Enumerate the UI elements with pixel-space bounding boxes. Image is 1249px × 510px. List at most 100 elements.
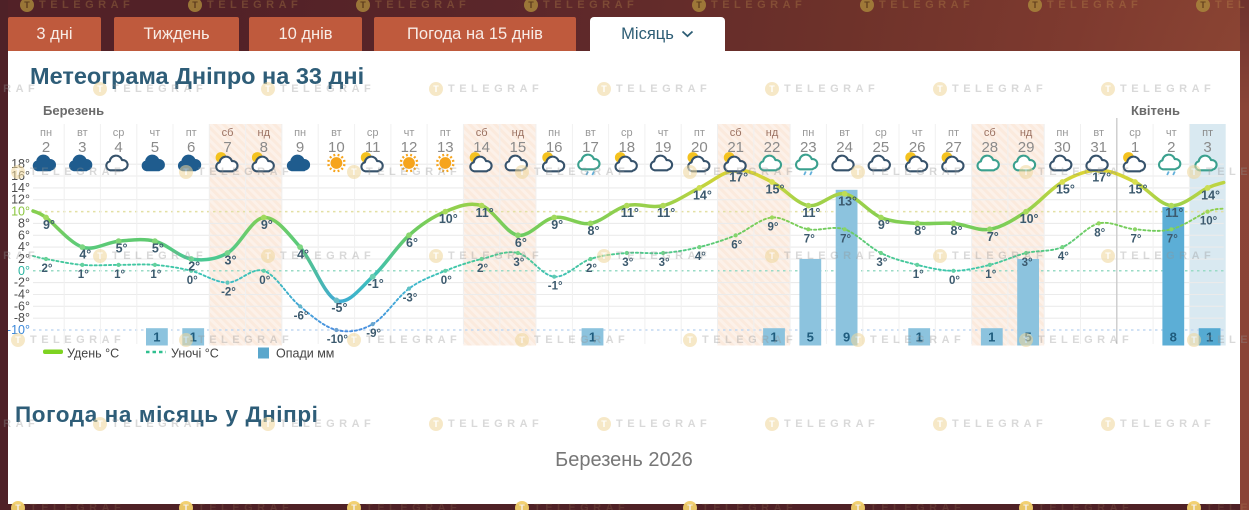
svg-text:28: 28 [981,139,998,156]
svg-text:27: 27 [945,139,962,156]
svg-text:3°: 3° [1022,257,1033,269]
svg-text:7°: 7° [804,233,815,245]
svg-text:пт: пт [948,127,959,139]
svg-text:23: 23 [800,139,817,156]
svg-text:-10°: -10° [8,323,30,337]
svg-text:9°: 9° [878,218,890,232]
svg-text:-1°: -1° [548,281,563,293]
svg-text:ср: ср [367,127,379,139]
svg-text:чт: чт [912,127,923,139]
svg-text:-9°: -9° [366,328,381,340]
svg-text:чт: чт [658,127,669,139]
svg-text:5: 5 [807,330,814,345]
svg-text:15°: 15° [1056,183,1075,197]
svg-text:9°: 9° [768,222,779,234]
svg-text:пт: пт [186,127,197,139]
svg-text:7°: 7° [1131,233,1142,245]
svg-text:3: 3 [78,139,86,156]
svg-text:29: 29 [1018,139,1035,156]
svg-text:21: 21 [727,139,744,156]
svg-text:2: 2 [1167,139,1175,156]
svg-text:11°: 11° [621,206,639,220]
svg-text:11°: 11° [1165,206,1183,220]
svg-text:-8°: -8° [14,311,30,325]
svg-text:1: 1 [988,330,995,345]
svg-text:2°: 2° [42,263,53,275]
svg-text:12°: 12° [11,193,30,207]
svg-text:10°: 10° [11,205,30,219]
svg-text:2°: 2° [188,260,200,274]
svg-text:ср: ср [1129,127,1141,139]
svg-text:15: 15 [510,139,527,156]
svg-text:4°: 4° [79,248,91,262]
svg-text:6°: 6° [515,236,527,250]
svg-text:20: 20 [691,139,708,156]
svg-text:17: 17 [582,139,599,156]
svg-text:8°: 8° [914,224,926,238]
svg-text:2°: 2° [477,263,488,275]
svg-text:1: 1 [1131,139,1139,156]
svg-text:-5°: -5° [331,301,347,315]
svg-text:6°: 6° [406,236,418,250]
svg-text:9: 9 [296,139,304,156]
svg-text:30: 30 [1054,139,1071,156]
svg-text:1: 1 [190,330,197,345]
svg-text:3°: 3° [622,257,633,269]
svg-text:1: 1 [153,330,160,345]
svg-text:11°: 11° [802,206,820,220]
svg-text:7°: 7° [840,233,851,245]
svg-text:1: 1 [770,330,777,345]
svg-text:пт: пт [440,127,451,139]
svg-text:24: 24 [836,139,853,156]
svg-text:чт: чт [404,127,415,139]
svg-text:Уночі °C: Уночі °C [171,347,219,361]
svg-text:-6°: -6° [14,299,30,313]
svg-text:13: 13 [437,139,454,156]
svg-text:5°: 5° [152,242,164,256]
svg-text:-6°: -6° [294,310,309,322]
svg-text:пн: пн [1056,127,1068,139]
svg-text:Березень: Березень [43,103,104,118]
svg-text:пн: пн [40,127,52,139]
svg-text:4°: 4° [297,248,309,262]
svg-text:ср: ср [621,127,633,139]
svg-text:7: 7 [223,139,231,156]
svg-text:6°: 6° [18,228,30,242]
svg-text:17°: 17° [729,171,748,185]
svg-text:1°: 1° [114,269,125,281]
svg-text:14: 14 [473,139,490,156]
svg-text:нд: нд [512,127,525,139]
svg-text:пт: пт [1202,127,1213,139]
svg-text:9°: 9° [43,218,55,232]
svg-text:-2°: -2° [221,287,236,299]
svg-text:6: 6 [187,139,195,156]
svg-text:3°: 3° [513,257,524,269]
svg-text:6°: 6° [731,239,742,251]
svg-text:9°: 9° [551,218,563,232]
svg-text:25: 25 [873,139,890,156]
svg-text:вт: вт [331,127,342,139]
svg-text:-1°: -1° [368,277,384,291]
svg-text:31: 31 [1090,139,1107,156]
svg-text:4°: 4° [18,240,30,254]
svg-text:1: 1 [916,330,923,345]
svg-text:13°: 13° [838,194,857,208]
svg-text:нд: нд [766,127,779,139]
svg-text:Опади мм: Опади мм [276,347,334,361]
svg-text:8°: 8° [1094,227,1105,239]
svg-text:2: 2 [42,139,50,156]
svg-text:пн: пн [548,127,560,139]
svg-text:ср: ср [113,127,125,139]
svg-text:8°: 8° [951,224,963,238]
svg-text:10°: 10° [1020,212,1039,226]
svg-text:сб: сб [984,127,996,139]
svg-text:вт: вт [77,127,88,139]
svg-text:17°: 17° [1092,171,1111,185]
svg-text:14°: 14° [1201,188,1220,202]
svg-text:26: 26 [909,139,926,156]
svg-text:15°: 15° [766,183,785,197]
svg-text:9°: 9° [261,218,273,232]
svg-text:3°: 3° [876,257,887,269]
svg-text:0°: 0° [949,275,960,287]
svg-text:2°: 2° [18,252,30,266]
